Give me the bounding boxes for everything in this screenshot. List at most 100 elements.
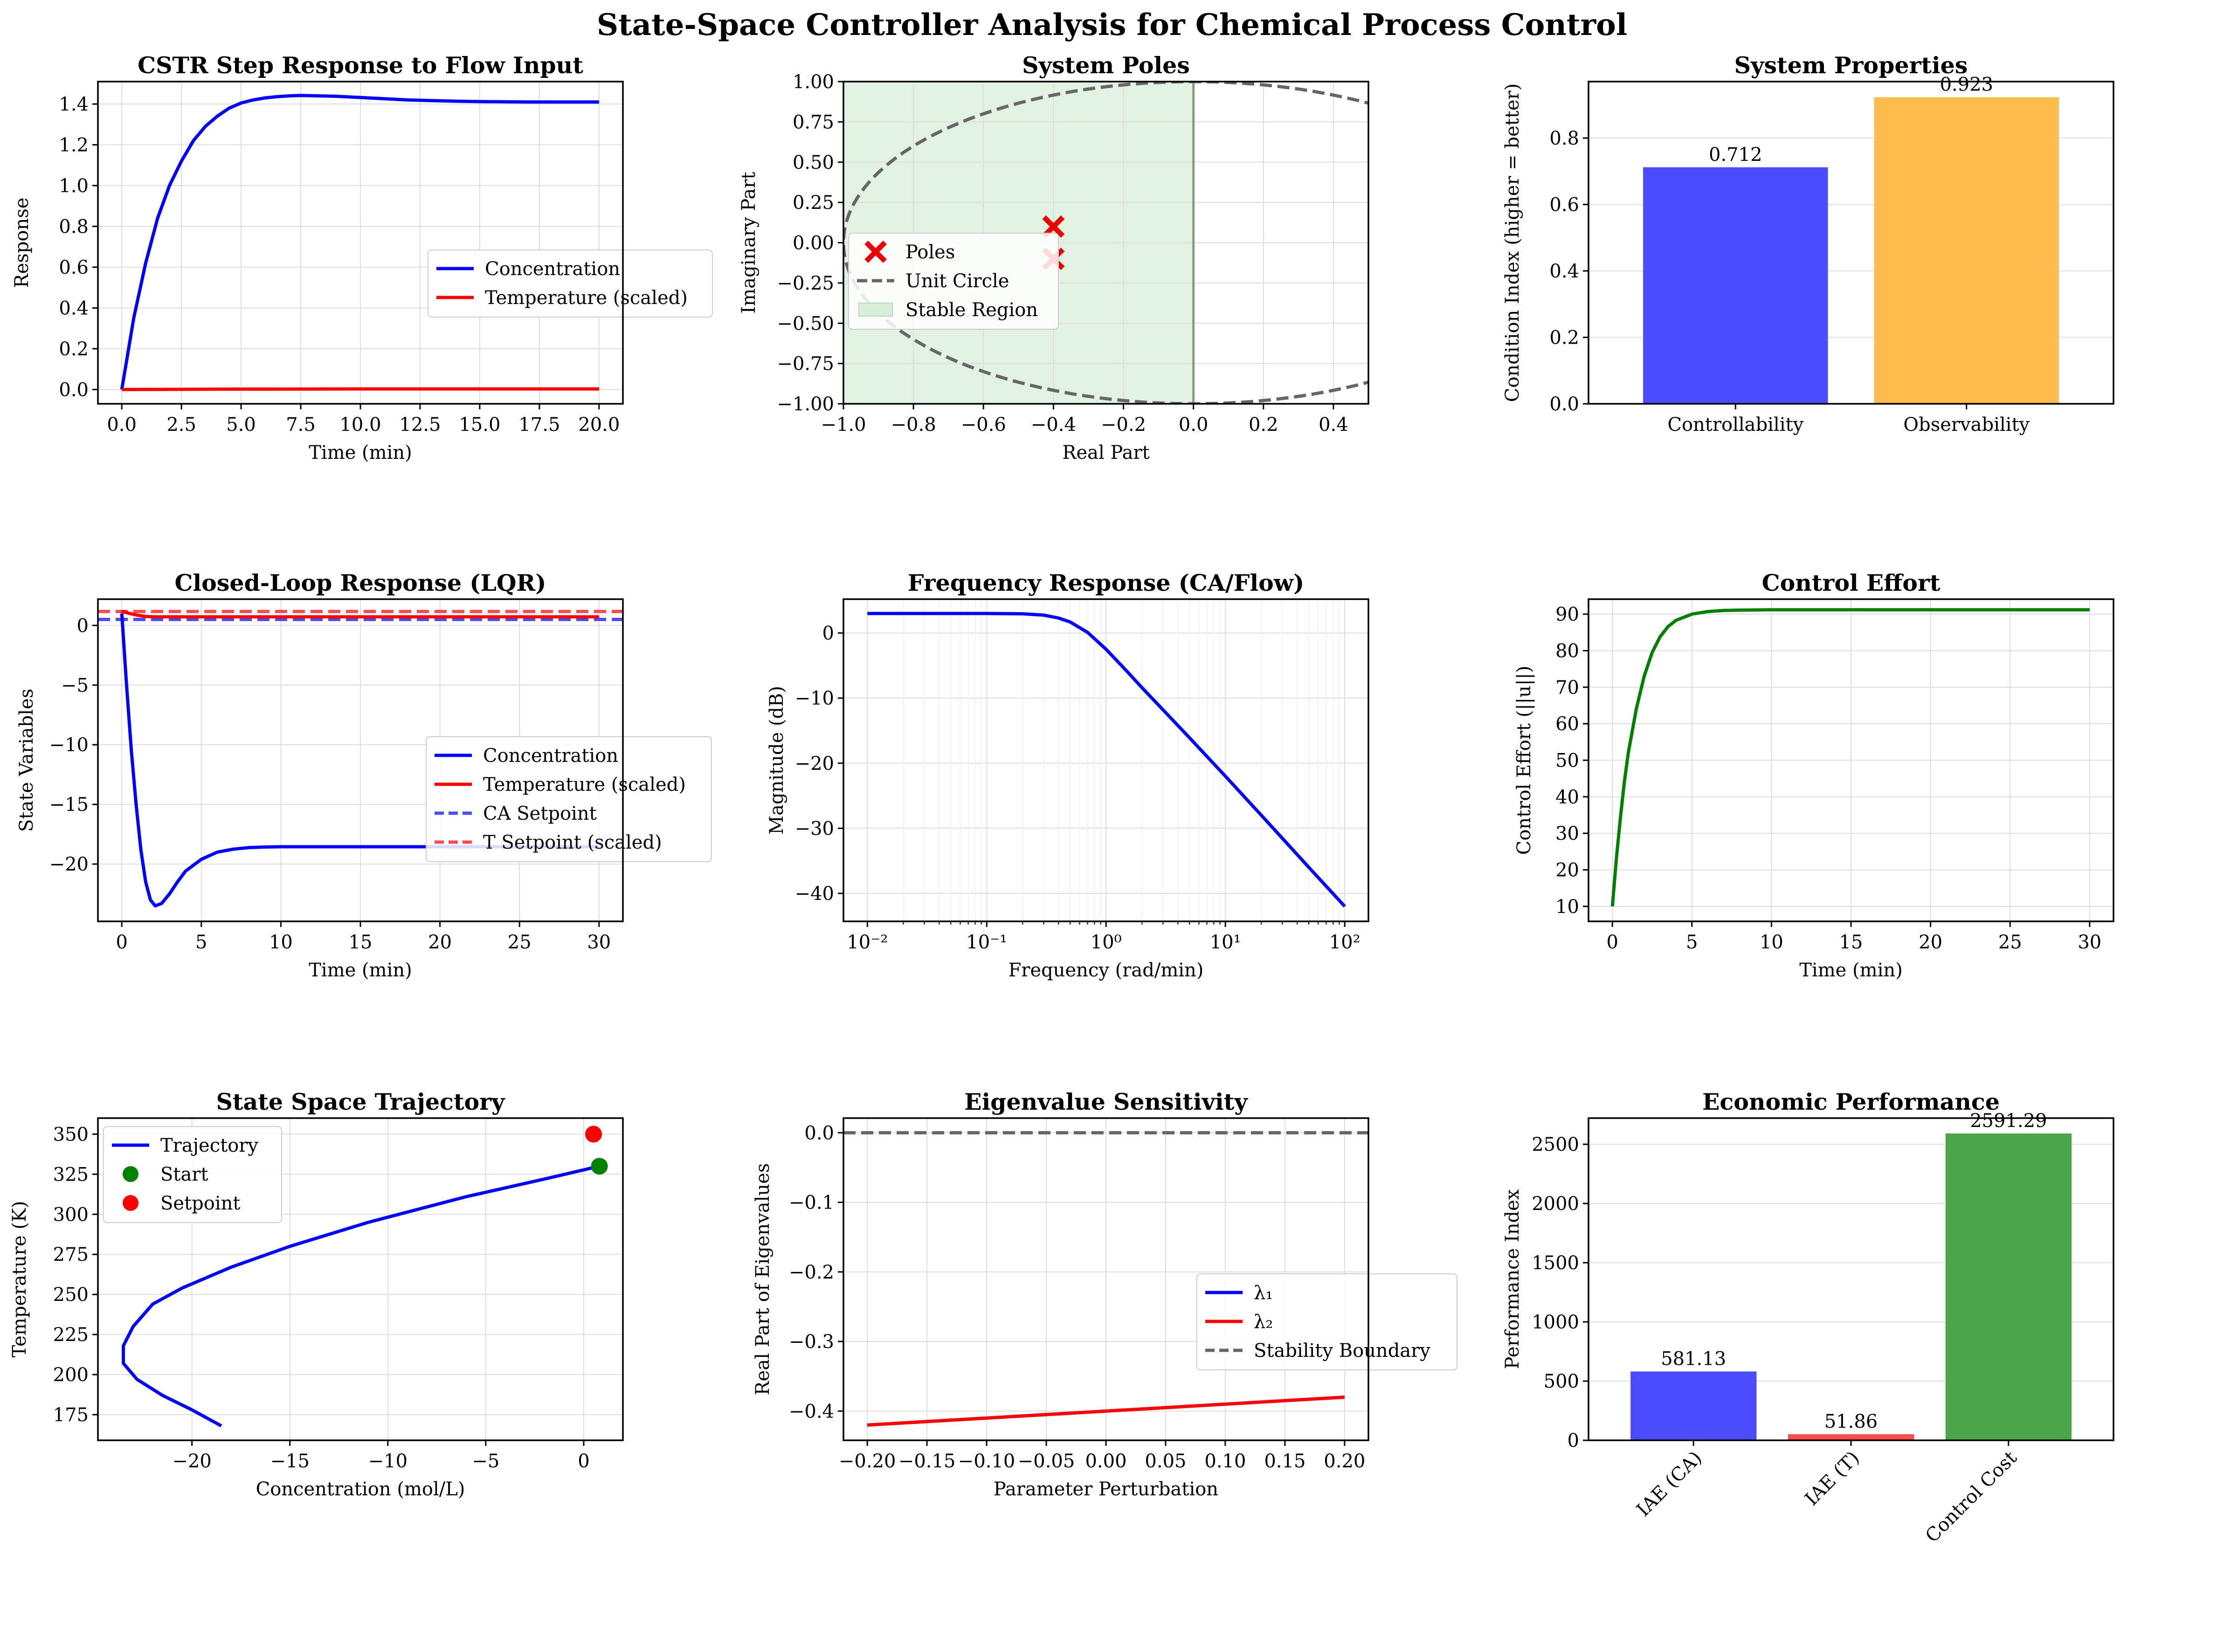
y-tick-label: −15 [49, 794, 89, 816]
x-axis-label: Time (min) [309, 960, 412, 981]
x-axis-label: Time (min) [309, 442, 412, 463]
x-axis-label: Real Part [1062, 442, 1149, 463]
x-tick-label: 0.05 [1145, 1451, 1186, 1472]
y-tick-label: 70 [1555, 677, 1579, 698]
y-axis-label: Response [11, 198, 33, 288]
x-tick-label: −0.15 [898, 1451, 956, 1472]
y-tick-label: −0.3 [789, 1331, 834, 1353]
legend-label: Unit Circle [905, 270, 1009, 292]
legend-label: Concentration [483, 745, 618, 767]
panel-title: Frequency Response (CA/Flow) [908, 569, 1304, 596]
y-tick-label: 0 [1568, 1430, 1579, 1452]
x-tick-label: 15.0 [459, 414, 500, 435]
y-tick-label: 20 [1555, 860, 1579, 881]
x-tick-label: −0.8 [891, 414, 936, 435]
x-axis-label: Concentration (mol/L) [256, 1479, 465, 1500]
panel-title: Eigenvalue Sensitivity [964, 1088, 1248, 1115]
x-tick-label: −0.20 [839, 1451, 896, 1472]
legend-label: Poles [905, 242, 955, 263]
y-tick-label: −10 [49, 734, 89, 756]
x-tick-label: 0.4 [1319, 414, 1348, 435]
x-tick-label: 25 [1998, 932, 2022, 953]
y-tick-label: 250 [53, 1284, 89, 1306]
x-axis-label: Parameter Perturbation [994, 1479, 1218, 1500]
x-tick-label: 0.15 [1264, 1451, 1305, 1472]
figure-suptitle: State-Space Controller Analysis for Chem… [597, 7, 1627, 42]
bar-value-label: 2591.29 [1970, 1110, 2047, 1132]
x-tick-label: 0.10 [1204, 1451, 1246, 1472]
bar [1874, 97, 2059, 404]
x-tick-label: 0 [1606, 932, 1618, 953]
x-tick-label: Control Cost [1921, 1447, 2021, 1547]
x-tick-label: 5 [195, 932, 207, 953]
axes-frame [1588, 81, 2114, 405]
axes-frame [1588, 598, 2114, 922]
bar [1630, 1371, 1757, 1440]
legend-box [426, 736, 712, 862]
point-marker [585, 1126, 602, 1143]
x-tick-label: 30 [587, 932, 611, 953]
x-tick-label: 10¹ [1210, 932, 1241, 953]
panel-p1: CSTR Step Response to Flow Input Time (mi… [11, 52, 713, 463]
y-tick-label: −30 [795, 818, 834, 839]
bar-value-label: 581.13 [1661, 1348, 1726, 1369]
x-tick-label: −1.0 [821, 414, 866, 435]
y-tick-label: 200 [53, 1364, 89, 1386]
legend-marker [864, 241, 887, 263]
legend-label: T Setpoint (scaled) [483, 832, 662, 853]
bar-value-label: 51.86 [1824, 1411, 1878, 1432]
y-axis-label: Control Effort (||u||) [1513, 666, 1535, 855]
y-tick-label: 0.4 [59, 297, 89, 319]
x-tick-label: 0.20 [1324, 1451, 1365, 1472]
y-tick-label: 1.4 [59, 94, 89, 115]
legend-marker [123, 1195, 138, 1211]
x-tick-label: 0 [578, 1451, 589, 1472]
y-axis-label: Magnitude (dB) [766, 686, 787, 835]
bar [1945, 1133, 2072, 1440]
x-tick-label: −0.4 [1031, 414, 1076, 435]
legend-box [103, 1126, 282, 1223]
series-line [121, 610, 599, 619]
y-tick-label: −20 [795, 753, 834, 774]
x-tick-label: 2.5 [166, 414, 196, 435]
y-tick-label: 60 [1555, 713, 1579, 735]
panel-title: System Poles [1022, 52, 1190, 79]
y-tick-label: −0.4 [789, 1401, 834, 1422]
legend-box [1196, 1273, 1457, 1370]
x-tick-label: 17.5 [518, 414, 560, 435]
x-tick-label: IAE (CA) [1632, 1447, 1706, 1521]
y-tick-label: −0.2 [789, 1262, 834, 1283]
bar-value-label: 0.712 [1709, 144, 1762, 166]
y-tick-label: 275 [53, 1244, 89, 1265]
panel-p3: System Properties Condition Index (higher… [1502, 52, 2114, 435]
y-tick-label: −0.25 [777, 273, 834, 294]
y-tick-label: −0.50 [777, 313, 834, 334]
y-tick-label: 325 [53, 1164, 89, 1185]
axes-frame [843, 81, 1369, 405]
y-axis-label: Real Part of Eigenvalues [752, 1163, 774, 1396]
panel-title: State Space Trajectory [216, 1088, 505, 1115]
y-tick-label: 0 [77, 615, 89, 636]
y-tick-label: 30 [1555, 823, 1579, 844]
panel-title: Economic Performance [1702, 1088, 2000, 1115]
point-marker [591, 1158, 608, 1175]
y-tick-label: 1.2 [59, 135, 89, 156]
x-tick-label: 0 [116, 932, 127, 953]
y-tick-label: 10 [1555, 896, 1579, 918]
y-tick-label: 2500 [1532, 1134, 1579, 1155]
x-tick-label: −5 [472, 1451, 499, 1472]
panel-p7: State Space Trajectory Concentration (mol… [9, 1088, 624, 1500]
series-line [122, 1164, 600, 1428]
legend-label: Temperature (scaled) [483, 774, 686, 795]
x-tick-label: 7.5 [286, 414, 316, 435]
y-tick-label: −0.75 [777, 353, 834, 375]
y-tick-label: 0.25 [793, 192, 834, 214]
y-tick-label: 0.2 [1549, 327, 1579, 349]
y-tick-label: −1.00 [777, 394, 834, 415]
x-tick-label: −0.05 [1018, 1451, 1075, 1472]
panel-p5: Frequency Response (CA/Flow) Frequency (r… [766, 569, 1369, 981]
y-tick-label: −0.1 [789, 1192, 834, 1214]
legend-label: Concentration [485, 258, 620, 280]
y-tick-label: 50 [1555, 750, 1579, 772]
